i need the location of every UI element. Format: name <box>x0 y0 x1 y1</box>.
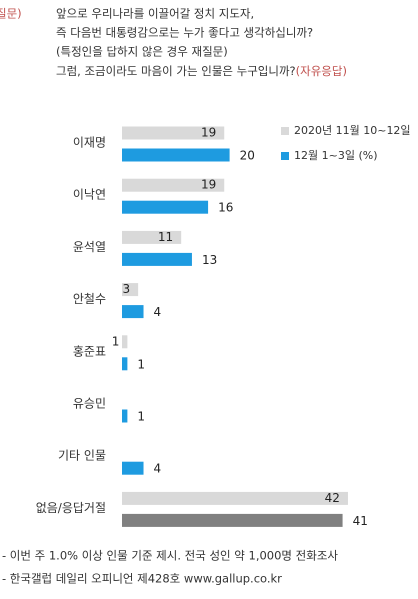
bar <box>122 178 225 192</box>
legend-label: 2020년 11월 10~12일 <box>294 123 411 137</box>
question-line: 앞으로 우리나라를 이끌어갈 정치 지도자, <box>56 7 254 21</box>
question-note: (자유응답) <box>296 64 347 78</box>
question-line: 그럼, 조금이라도 마음이 가는 인물은 누구입니까?(자유응답) <box>56 64 347 78</box>
bar <box>122 126 225 140</box>
bar <box>122 409 128 423</box>
category-label: 기타 인물 <box>58 449 106 463</box>
value-label: 42 <box>325 491 340 505</box>
value-label: 13 <box>202 253 217 267</box>
footnote: - 한국갤럽 데일리 오피니언 제428호 www.gallup.co.kr <box>2 572 282 586</box>
value-label: 11 <box>158 230 173 244</box>
value-label: 41 <box>353 514 368 528</box>
bar <box>122 335 128 349</box>
value-label: 20 <box>240 149 255 163</box>
category-label: 없음/응답거절 <box>36 501 106 515</box>
bar <box>122 491 348 505</box>
bar <box>122 283 139 297</box>
legend-swatch <box>281 127 289 135</box>
category-label: 이낙연 <box>73 188 106 202</box>
question-line: (특정인을 답하지 않은 경우 재질문) <box>56 45 228 59</box>
category-label: 안철수 <box>73 292 106 306</box>
value-label: 1 <box>112 334 120 348</box>
bar <box>122 513 343 527</box>
value-label: 19 <box>201 126 216 140</box>
value-label: 1 <box>137 357 145 371</box>
value-label: 19 <box>201 178 216 192</box>
bar <box>122 252 192 266</box>
bar <box>122 461 144 475</box>
footnote: - 이번 주 1.0% 이상 인물 기준 제시. 전국 성인 약 1,000명 … <box>2 549 338 563</box>
bar <box>122 305 144 319</box>
category-label: 이재명 <box>73 136 106 150</box>
category-label: 윤석열 <box>73 240 106 254</box>
bar <box>122 357 128 371</box>
question-label: 질문) <box>0 7 22 21</box>
bar <box>122 200 209 214</box>
category-label: 유승민 <box>73 397 106 411</box>
value-label: 16 <box>218 201 233 215</box>
value-label: 4 <box>154 462 162 476</box>
category-label: 홍준표 <box>73 344 106 358</box>
legend-label: 12월 1~3일 (%) <box>294 148 377 162</box>
value-label: 1 <box>137 410 145 424</box>
legend-swatch <box>281 152 289 160</box>
value-label: 3 <box>122 282 130 296</box>
question-line: 즉 다음번 대통령감으로는 누가 좋다고 생각하십니까? <box>56 26 313 40</box>
bar <box>122 230 182 244</box>
value-label: 4 <box>154 305 162 319</box>
question-line: 그럼, 조금이라도 마음이 가는 인물은 누구입니까? <box>56 64 296 78</box>
bar <box>122 148 230 162</box>
